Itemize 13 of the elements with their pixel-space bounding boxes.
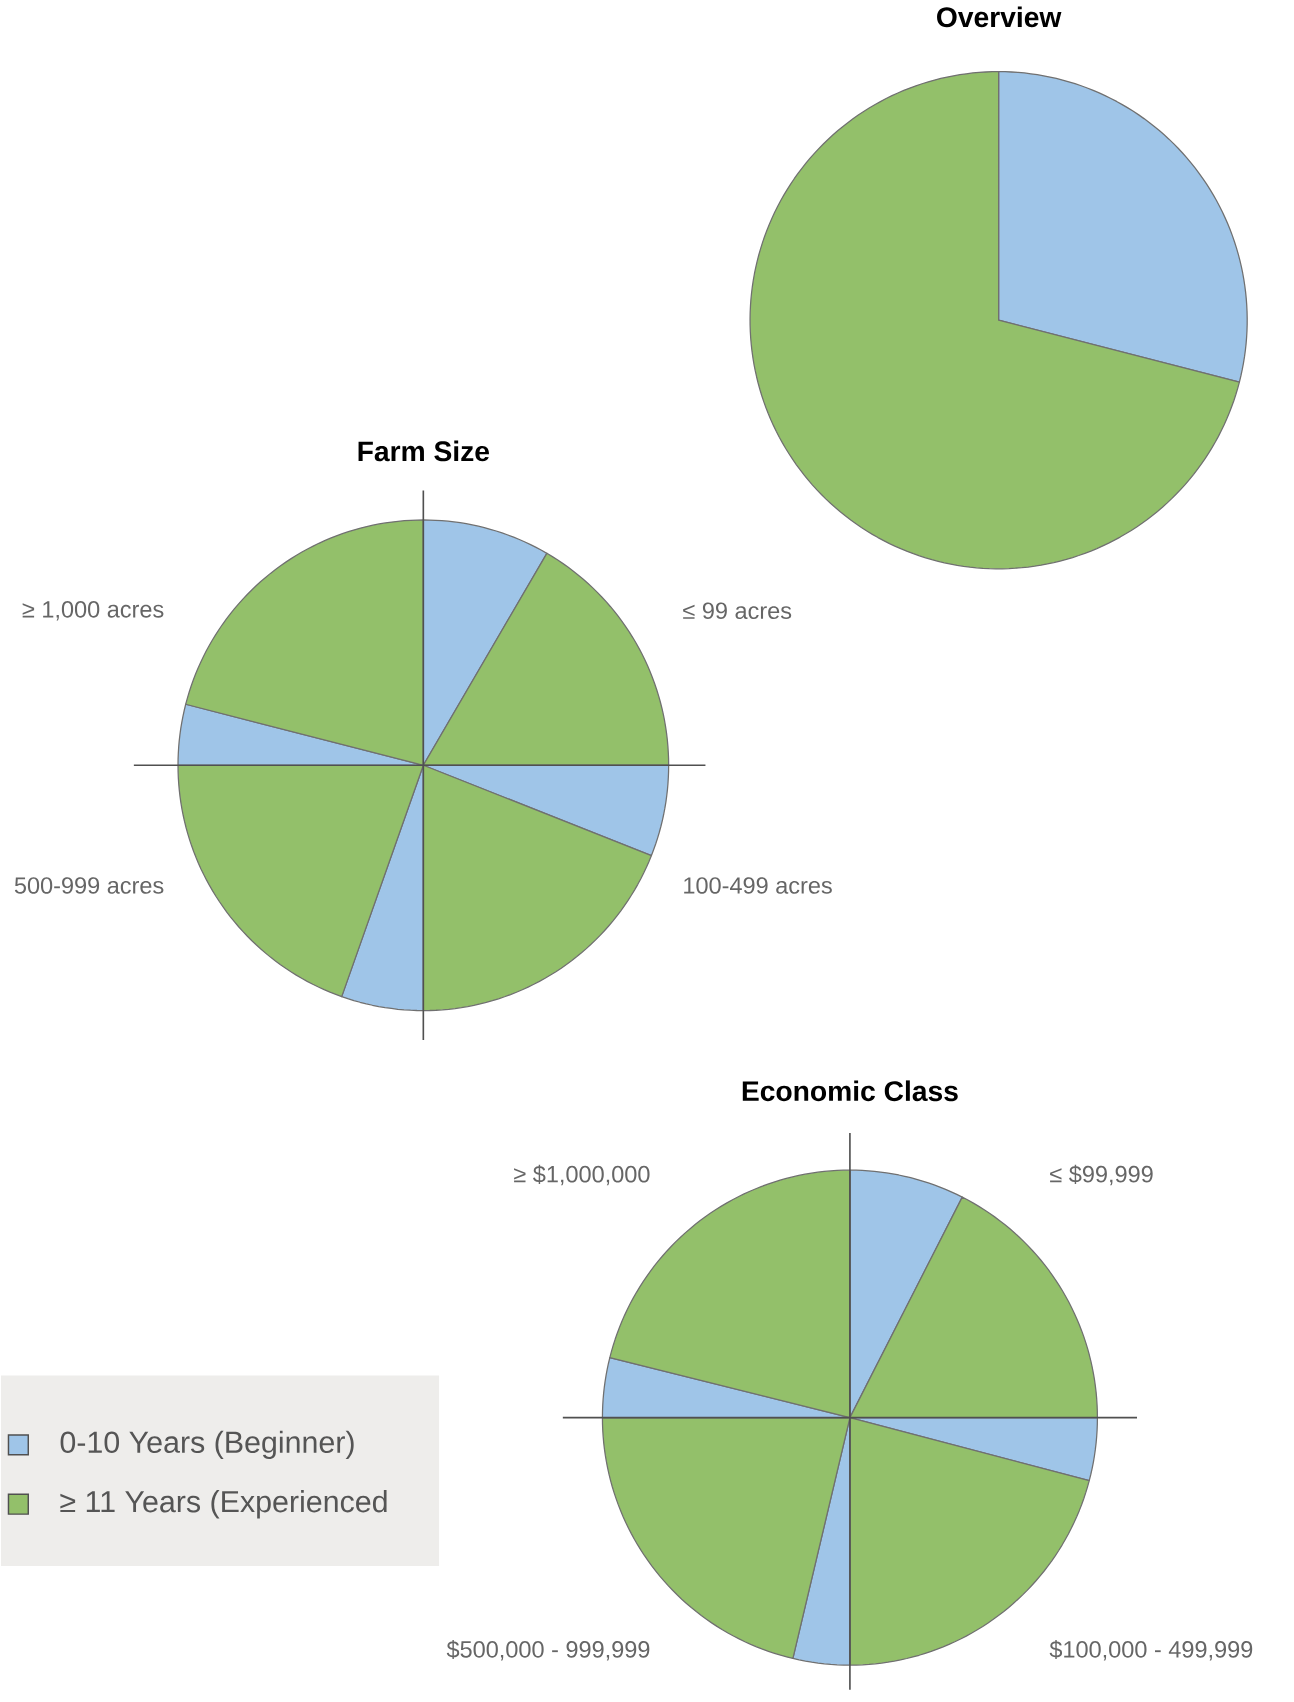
chart-title: Economic Class <box>742 1080 958 1102</box>
slice-label: $100,000 - 499,999 <box>1049 1640 1253 1661</box>
text: ≥ 11 Years (Experienced <box>60 1490 387 1519</box>
slice-label: 100-499 acres <box>684 877 832 894</box>
slice-label: ≤ 99 acres <box>683 602 792 620</box>
chart-title: Farm Size <box>358 440 490 462</box>
slice-label: ≥ 1,000 acres <box>22 600 164 621</box>
slice-label: 500-999 acres <box>14 877 164 894</box>
slice-label: ≤ $99,999 <box>1050 1164 1153 1186</box>
slice-label: $500,000 - 999,999 <box>446 1640 650 1661</box>
text: 0-10 Years (Beginner) <box>60 1430 354 1460</box>
slice-label: ≥ $1,000,000 <box>514 1164 650 1186</box>
chart-title: Overview <box>937 6 1062 28</box>
